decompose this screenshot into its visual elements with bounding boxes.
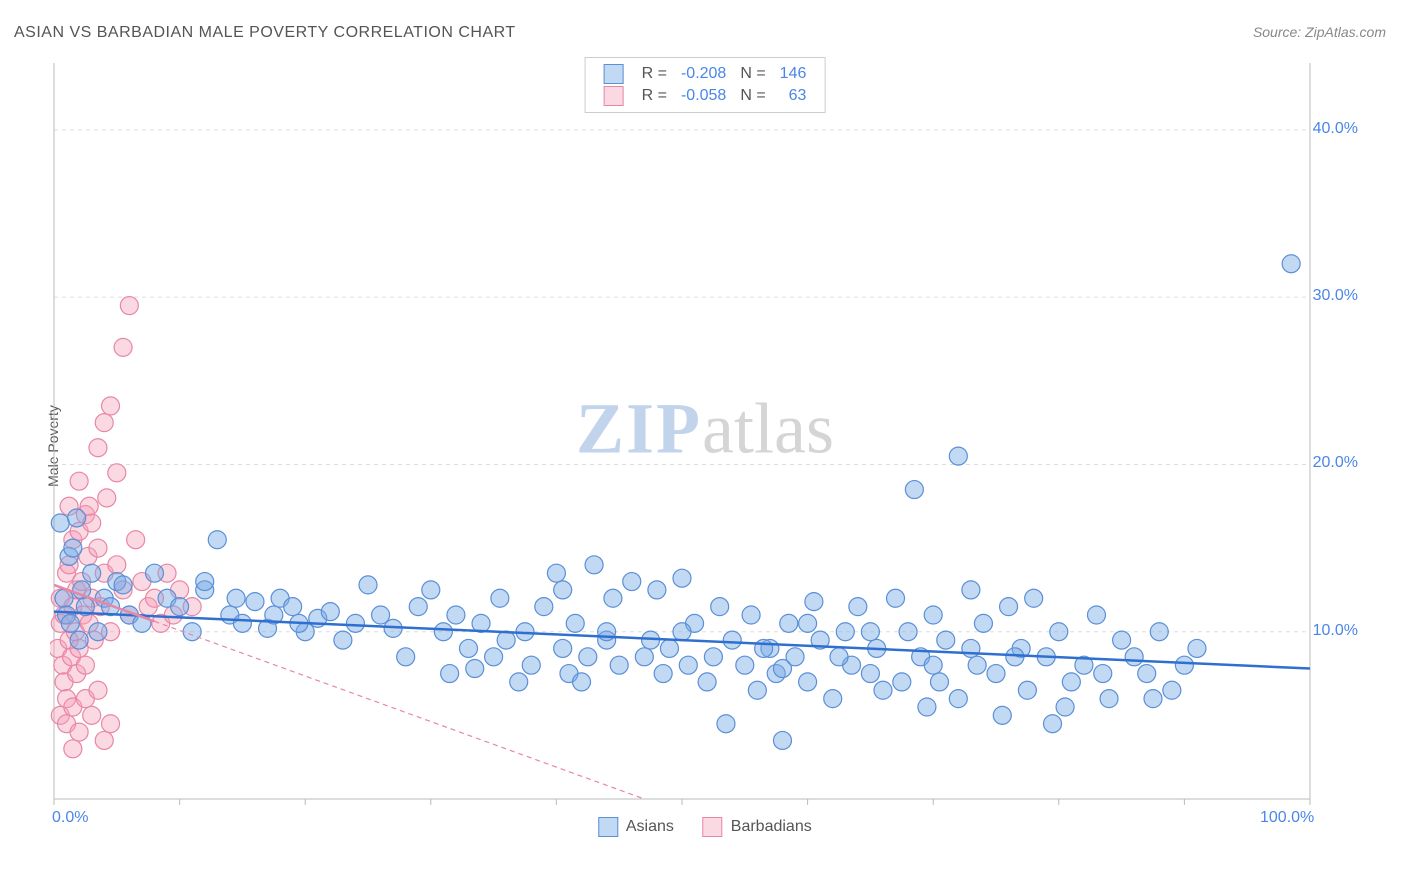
source-attribution: Source: ZipAtlas.com	[1253, 24, 1386, 40]
y-tick-label: 10.0%	[1313, 622, 1358, 640]
y-tick-label: 40.0%	[1313, 120, 1358, 138]
legend-label-asians: Asians	[626, 818, 674, 835]
chart-container: ASIAN VS BARBADIAN MALE POVERTY CORRELAT…	[0, 0, 1406, 892]
y-tick-label: 30.0%	[1313, 287, 1358, 305]
x-tick-label: 100.0%	[1260, 809, 1314, 827]
n-label: N =	[734, 86, 771, 106]
chart-title: ASIAN VS BARBADIAN MALE POVERTY CORRELAT…	[14, 24, 516, 42]
legend-item-asians: Asians	[598, 817, 674, 837]
y-tick-label: 20.0%	[1313, 454, 1358, 472]
series-legend: Asians Barbadians	[586, 817, 823, 837]
n-value-barbadians: 63	[774, 86, 813, 106]
plot-area: ZIPatlas R = -0.208 N = 146 R = -0.058 N…	[50, 55, 1360, 835]
correlation-legend: R = -0.208 N = 146 R = -0.058 N = 63	[585, 57, 826, 113]
legend-label-barbadians: Barbadians	[731, 818, 812, 835]
r-value-asians: -0.208	[675, 64, 732, 84]
swatch-barbadians-icon	[702, 817, 722, 837]
chart-svg	[50, 55, 1360, 835]
swatch-asians-icon	[604, 64, 624, 84]
legend-row-barbadians: R = -0.058 N = 63	[598, 86, 813, 106]
r-label: R =	[636, 64, 673, 84]
swatch-asians-icon	[598, 817, 618, 837]
legend-row-asians: R = -0.208 N = 146	[598, 64, 813, 84]
r-label: R =	[636, 86, 673, 106]
swatch-barbadians-icon	[604, 86, 624, 106]
x-tick-label: 0.0%	[52, 809, 88, 827]
n-label: N =	[734, 64, 771, 84]
legend-item-barbadians: Barbadians	[702, 817, 811, 837]
r-value-barbadians: -0.058	[675, 86, 732, 106]
n-value-asians: 146	[774, 64, 813, 84]
